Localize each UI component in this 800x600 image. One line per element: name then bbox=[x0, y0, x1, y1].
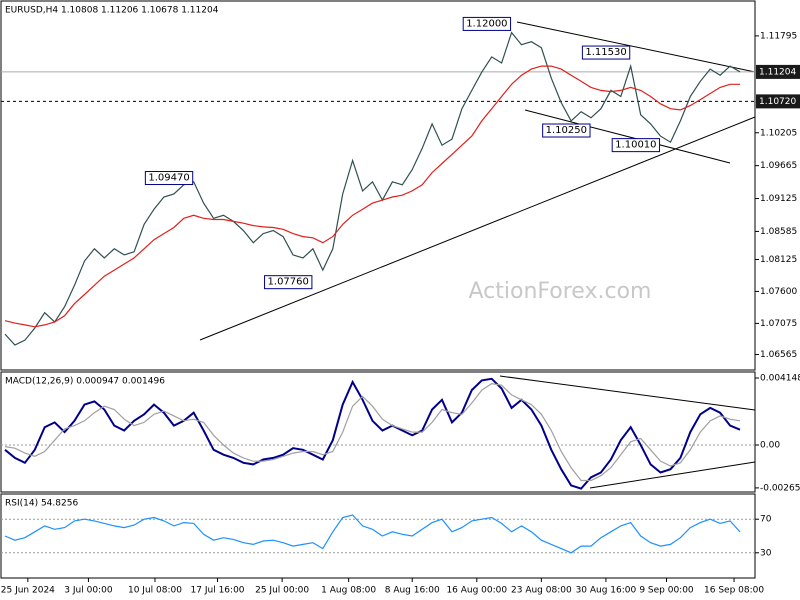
series-line bbox=[4, 382, 741, 482]
y-tick-label: 1.10205 bbox=[760, 128, 797, 138]
y-tick-label: 1.08125 bbox=[760, 255, 797, 265]
y-tick-label: 1.07600 bbox=[760, 287, 797, 297]
annotation-label: 1.11530 bbox=[585, 47, 626, 58]
y-tick-label: -0.002656 bbox=[760, 483, 800, 493]
watermark: ActionForex.com bbox=[469, 279, 652, 304]
x-tick-label: 9 Sep 00:00 bbox=[639, 586, 694, 596]
y-tick-label: 1.11795 bbox=[760, 31, 797, 41]
x-tick-label: 23 Aug 08:00 bbox=[511, 586, 572, 596]
x-tick-label: 3 Jul 00:00 bbox=[64, 586, 113, 596]
y-tick-label: 1.09665 bbox=[760, 161, 797, 171]
annotation-box bbox=[611, 138, 661, 153]
annotation-label: 1.09470 bbox=[148, 173, 189, 184]
panel-title: MACD(12,26,9) 0.000947 0.001496 bbox=[5, 377, 165, 387]
y-tick-label: 1.08585 bbox=[760, 227, 797, 237]
annotation-box bbox=[264, 275, 313, 290]
annotation-label: 1.10250 bbox=[546, 125, 587, 136]
panel-frame bbox=[0, 371, 756, 493]
y-tick-label: 70 bbox=[760, 515, 772, 525]
panel-title: RSI(14) 54.8256 bbox=[5, 499, 78, 509]
panel-title: EURUSD,H4 1.10808 1.11206 1.10678 1.1120… bbox=[5, 6, 219, 16]
annotation-box bbox=[462, 16, 512, 31]
series-line bbox=[4, 377, 741, 490]
x-tick-label: 16 Sep 08:00 bbox=[704, 586, 764, 596]
annotation-box bbox=[581, 45, 631, 60]
price-badge-label: 1.11204 bbox=[759, 67, 796, 77]
x-tick-label: 16 Aug 00:00 bbox=[446, 586, 507, 596]
y-tick-label: 1.09125 bbox=[760, 194, 797, 204]
price-badge bbox=[756, 64, 800, 79]
x-tick-label: 10 Jul 08:00 bbox=[128, 586, 182, 596]
y-tick-label: 0.004148 bbox=[760, 374, 800, 384]
annotation-label: 1.12000 bbox=[466, 18, 507, 29]
trend-line bbox=[499, 375, 756, 411]
y-tick-label: 1.07075 bbox=[760, 319, 797, 329]
annotation-label: 1.07760 bbox=[268, 277, 309, 288]
panel-frame bbox=[0, 493, 756, 579]
trend-line bbox=[199, 116, 756, 341]
x-tick-label: 17 Jul 16:00 bbox=[191, 586, 245, 596]
price-badge bbox=[756, 94, 800, 109]
annotation-box bbox=[144, 171, 194, 186]
trend-line bbox=[524, 109, 731, 164]
series-line bbox=[4, 65, 740, 328]
y-tick-label: 0.00 bbox=[760, 441, 780, 451]
x-tick-label: 1 Aug 08:00 bbox=[321, 586, 376, 596]
x-tick-label: 30 Aug 16:00 bbox=[576, 586, 637, 596]
y-tick-label: 1.06565 bbox=[760, 350, 797, 360]
panel-frame bbox=[0, 0, 756, 371]
series-line bbox=[4, 31, 741, 346]
trend-line bbox=[516, 21, 756, 73]
y-tick-label: 30 bbox=[760, 548, 772, 558]
price-badge-label: 1.10720 bbox=[759, 97, 796, 107]
x-tick-label: 8 Aug 16:00 bbox=[385, 586, 440, 596]
x-tick-label: 25 Jul 00:00 bbox=[255, 586, 309, 596]
series-line bbox=[4, 514, 741, 554]
trend-line bbox=[589, 461, 756, 489]
annotation-label: 1.10010 bbox=[615, 140, 656, 151]
x-tick-label: 25 Jun 2024 bbox=[1, 586, 55, 596]
annotation-box bbox=[542, 123, 591, 138]
